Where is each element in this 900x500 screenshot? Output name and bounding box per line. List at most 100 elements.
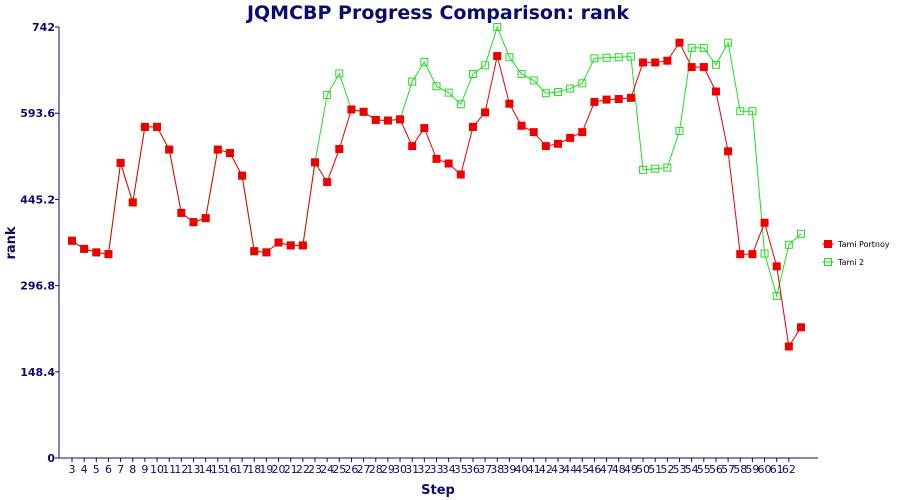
- data-point: [383, 116, 392, 125]
- data-point: [736, 250, 745, 259]
- data-point: [505, 53, 514, 62]
- data-point: [578, 128, 587, 137]
- data-point: [736, 107, 745, 116]
- data-point: [420, 57, 429, 66]
- x-axis-label: Step: [421, 483, 455, 498]
- data-point: [225, 149, 234, 158]
- x-tick-label: 60: [758, 463, 772, 476]
- x-tick-label: 20: [272, 463, 286, 476]
- data-point: [724, 147, 733, 156]
- x-tick-label: 47: [600, 463, 614, 476]
- data-point: [201, 214, 210, 223]
- x-tick-label: 62: [782, 463, 796, 476]
- data-point: [128, 198, 137, 207]
- x-tick-label: 59: [745, 463, 759, 476]
- data-point: [797, 323, 805, 332]
- data-point: [481, 108, 490, 117]
- data-point: [250, 247, 259, 256]
- data-point: [699, 43, 708, 52]
- data-point: [748, 107, 757, 116]
- legend-label: Tami Portnoy: [837, 240, 890, 249]
- x-tick-label: 45: [575, 463, 589, 476]
- x-tick-label: 28: [369, 463, 383, 476]
- x-tick-label: 14: [199, 463, 213, 476]
- data-point: [614, 53, 623, 62]
- legend-marker: [824, 258, 832, 266]
- x-tick-label: 44: [563, 463, 577, 476]
- data-point: [663, 163, 672, 172]
- x-tick-label: 11: [162, 463, 176, 476]
- x-tick-label: 37: [478, 463, 492, 476]
- data-point: [772, 262, 781, 271]
- data-point: [675, 126, 684, 135]
- legend-item: Tami 2: [822, 258, 864, 267]
- data-point: [408, 77, 417, 86]
- x-tick-label: 6: [105, 463, 112, 476]
- x-tick-label: 48: [612, 463, 626, 476]
- legend-item: Tami Portnoy: [822, 240, 890, 249]
- x-tick-label: 56: [709, 463, 723, 476]
- data-point: [153, 122, 162, 131]
- x-tick-label: 23: [308, 463, 322, 476]
- x-tick-label: 50: [636, 463, 650, 476]
- x-tick-label: 38: [490, 463, 504, 476]
- data-point: [505, 99, 514, 108]
- data-point: [639, 165, 648, 174]
- data-point: [675, 38, 684, 47]
- legend: Tami Portnoy Tami 2: [822, 240, 890, 267]
- y-axis-label: rank: [4, 226, 19, 259]
- x-tick-label: 57: [721, 463, 735, 476]
- data-point: [651, 164, 660, 173]
- data-point: [432, 82, 441, 91]
- data-point: [760, 249, 769, 258]
- data-point: [529, 76, 538, 85]
- data-point: [213, 145, 222, 154]
- data-point: [566, 84, 575, 93]
- x-tick-label: 61: [770, 463, 784, 476]
- x-tick-label: 55: [697, 463, 711, 476]
- data-point: [578, 79, 587, 88]
- x-tick-label: 4: [81, 463, 88, 476]
- data-point: [724, 38, 733, 47]
- x-tick-label: 7: [117, 463, 124, 476]
- data-point: [541, 142, 550, 151]
- data-point: [408, 142, 417, 151]
- data-point: [456, 170, 465, 179]
- x-tick-label: 35: [454, 463, 468, 476]
- data-point: [116, 158, 125, 167]
- data-point: [687, 63, 696, 72]
- x-tick-label: 17: [235, 463, 249, 476]
- data-point: [602, 95, 611, 104]
- y-tick-label: 148.4: [20, 366, 55, 379]
- x-tick-label: 51: [648, 463, 662, 476]
- data-point: [797, 229, 805, 238]
- x-tick-label: 58: [733, 463, 747, 476]
- data-point: [432, 154, 441, 163]
- x-tick-label: 24: [320, 463, 334, 476]
- data-point: [711, 60, 720, 69]
- data-point: [639, 58, 648, 67]
- data-point: [298, 241, 307, 250]
- data-point: [177, 208, 186, 217]
- data-point: [590, 54, 599, 63]
- x-tick-label: 43: [551, 463, 565, 476]
- data-point: [748, 250, 757, 259]
- x-tick-label: 21: [284, 463, 298, 476]
- x-tick-label: 54: [685, 463, 699, 476]
- data-point: [517, 121, 526, 130]
- y-tick-label: 296.8: [20, 280, 55, 293]
- data-point: [323, 178, 332, 187]
- x-tick-label: 31: [405, 463, 419, 476]
- data-point: [468, 122, 477, 131]
- x-tick-label: 9: [141, 463, 148, 476]
- data-point: [626, 93, 635, 102]
- data-point: [92, 248, 101, 257]
- data-point: [493, 23, 502, 31]
- series-line: [71, 41, 802, 348]
- data-point: [165, 145, 174, 154]
- data-point: [68, 236, 76, 245]
- x-tick-label: 10: [150, 463, 164, 476]
- x-tick-label: 3: [69, 463, 76, 476]
- data-point: [554, 88, 562, 97]
